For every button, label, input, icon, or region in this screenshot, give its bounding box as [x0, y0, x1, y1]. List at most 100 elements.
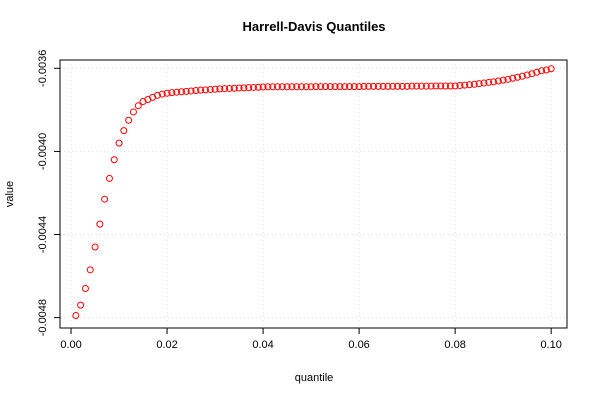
point [187, 87, 195, 95]
point [105, 174, 113, 182]
point [475, 80, 483, 88]
point [249, 83, 257, 91]
x-tick-label: 0.02 [156, 339, 177, 351]
point [437, 82, 445, 90]
point [408, 82, 416, 90]
point [317, 83, 325, 91]
point [384, 82, 392, 90]
point [129, 108, 137, 116]
point [379, 82, 387, 90]
point [86, 266, 94, 274]
point [283, 83, 291, 91]
point [192, 87, 200, 95]
point [293, 83, 301, 91]
point [168, 89, 176, 97]
point [326, 83, 334, 91]
x-tick-label: 0.08 [444, 339, 465, 351]
point [206, 86, 214, 94]
point [466, 81, 474, 89]
point [528, 70, 536, 78]
point [235, 84, 243, 92]
point [336, 83, 344, 91]
point [307, 83, 315, 91]
x-tick-label: 0.10 [540, 339, 561, 351]
point [115, 139, 123, 147]
point [480, 79, 488, 87]
point [254, 83, 262, 91]
point [312, 83, 320, 91]
point [370, 82, 378, 90]
point [446, 82, 454, 90]
point [182, 87, 190, 95]
point [509, 74, 517, 82]
point [163, 89, 171, 97]
x-tick-label: 0.00 [60, 339, 81, 351]
point [427, 82, 435, 90]
point [518, 72, 526, 80]
point [365, 82, 373, 90]
point [120, 127, 128, 135]
point [77, 301, 85, 309]
point [456, 82, 464, 90]
point [523, 71, 531, 79]
y-axis-label: value [4, 181, 16, 207]
point [225, 84, 233, 92]
point [158, 90, 166, 98]
point [355, 83, 363, 91]
point [297, 83, 305, 91]
plot-frame [59, 59, 568, 329]
point [442, 82, 450, 90]
point [216, 85, 224, 93]
point [302, 83, 310, 91]
point [547, 65, 555, 73]
point [432, 82, 440, 90]
point [101, 195, 109, 203]
point [110, 156, 118, 164]
point [346, 83, 354, 91]
point [533, 68, 541, 76]
point [374, 82, 382, 90]
point [259, 83, 267, 91]
point [470, 80, 478, 88]
point [91, 243, 99, 251]
point [230, 84, 238, 92]
x-tick-label: 0.04 [252, 339, 273, 351]
point [81, 285, 89, 293]
point [331, 83, 339, 91]
point [72, 312, 80, 320]
point [211, 85, 219, 93]
point [221, 85, 229, 93]
point [278, 83, 286, 91]
point [134, 102, 142, 110]
point [322, 83, 330, 91]
point [125, 116, 133, 124]
point [341, 83, 349, 91]
point [422, 82, 430, 90]
point [197, 86, 205, 94]
point [177, 88, 185, 96]
y-tick-label: -0.0040 [37, 133, 49, 170]
point [360, 82, 368, 90]
y-tick-label: -0.0048 [37, 299, 49, 336]
point [485, 78, 493, 86]
point [490, 78, 498, 86]
point [173, 88, 181, 96]
point [403, 82, 411, 90]
point [96, 220, 104, 228]
x-tick-label: 0.06 [348, 339, 369, 351]
point [398, 82, 406, 90]
point [461, 81, 469, 89]
point [542, 66, 550, 74]
x-axis-label: quantile [295, 372, 334, 384]
point [350, 83, 358, 91]
point [264, 83, 272, 91]
y-tick-label: -0.0044 [37, 216, 49, 253]
point [499, 76, 507, 84]
point [201, 86, 209, 94]
point [504, 75, 512, 83]
point [413, 82, 421, 90]
point [538, 67, 546, 75]
point [245, 84, 253, 92]
